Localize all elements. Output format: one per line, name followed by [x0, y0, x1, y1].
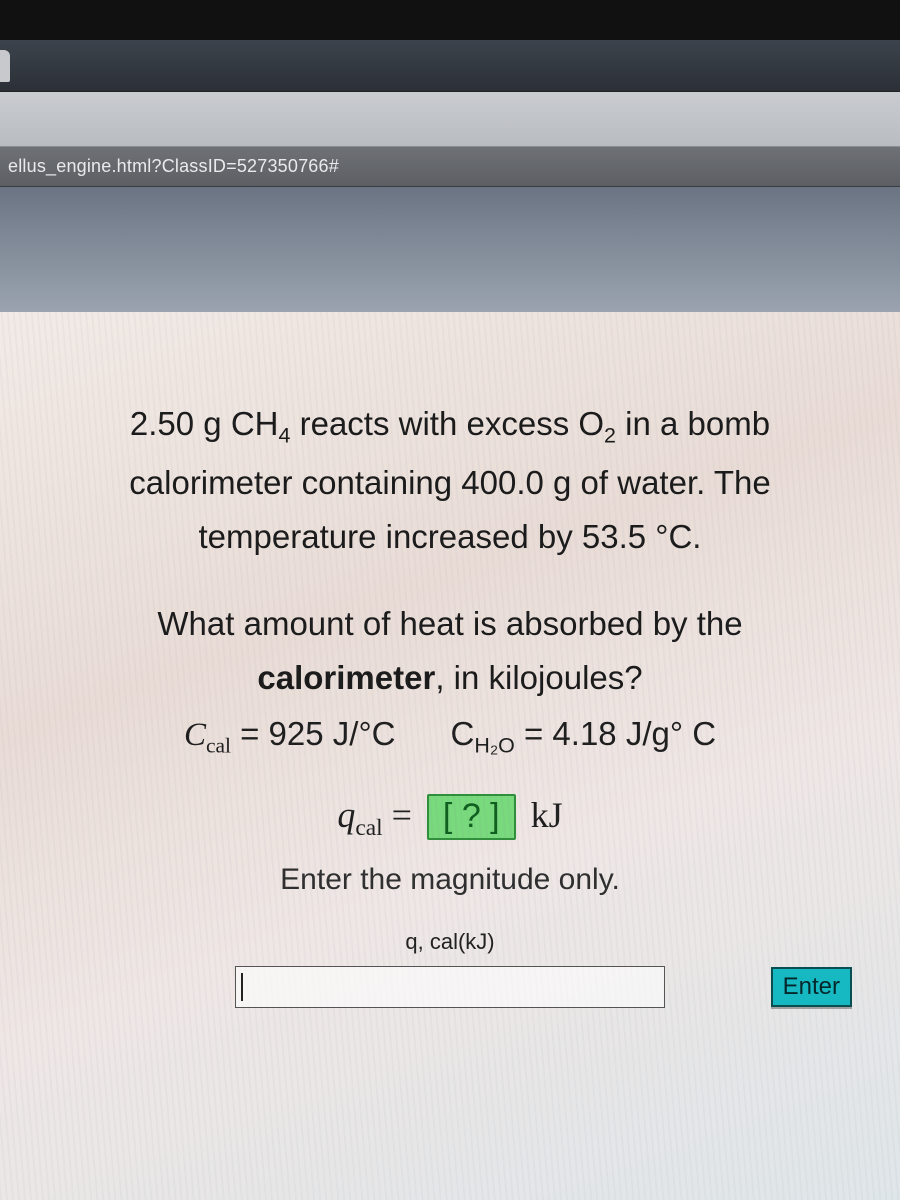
sym: C	[451, 715, 475, 752]
text-caret	[241, 973, 243, 1001]
equation-line: qcal = [ ? ] kJ	[20, 794, 880, 842]
const-ccal: Ccal = 925 J/°C	[184, 715, 396, 759]
question-line-2: calorimeter, in kilojoules?	[20, 656, 880, 701]
problem-line-1: 2.50 g CH4 reacts with excess O2 in a bo…	[20, 402, 880, 451]
value: = 925 J/°C	[231, 715, 396, 752]
tab-fragment[interactable]	[0, 50, 10, 82]
subscript: cal	[355, 816, 382, 842]
text: reacts with excess O	[290, 405, 604, 442]
input-label: q, cal(kJ)	[405, 929, 494, 955]
problem-line-3: temperature increased by 53.5 °C.	[20, 515, 880, 560]
subscript: H₂O	[474, 733, 514, 757]
sym: q	[337, 795, 355, 835]
problem-panel: 2.50 g CH4 reacts with excess O2 in a bo…	[0, 312, 900, 1200]
address-text: ellus_engine.html?ClassID=527350766#	[8, 156, 339, 177]
subscript: cal	[206, 733, 231, 757]
address-bar[interactable]: ellus_engine.html?ClassID=527350766#	[0, 147, 900, 187]
constants-row: Ccal = 925 J/°C CH₂O = 4.18 J/g° C	[20, 715, 880, 759]
question-line-1: What amount of heat is absorbed by the	[20, 602, 880, 647]
subscript: 2	[604, 424, 616, 448]
equals: =	[383, 795, 421, 835]
unit: kJ	[522, 795, 563, 835]
subscript: 4	[279, 424, 291, 448]
value: = 4.18 J/g° C	[515, 715, 716, 752]
browser-tab-strip	[0, 40, 900, 92]
text: in a bomb	[616, 405, 770, 442]
page-header-spacer	[0, 187, 900, 312]
answer-input[interactable]	[235, 966, 665, 1008]
answer-placeholder-box[interactable]: [ ? ]	[427, 794, 516, 839]
screen-bezel-top	[0, 0, 900, 40]
answer-input-row: q, cal(kJ) Enter	[20, 957, 880, 1017]
bold-word: calorimeter	[257, 659, 435, 696]
hint-text: Enter the magnitude only.	[20, 863, 880, 897]
const-ch2o: CH₂O = 4.18 J/g° C	[451, 715, 717, 759]
enter-button[interactable]: Enter	[771, 967, 852, 1007]
browser-toolbar	[0, 92, 900, 147]
text: , in kilojoules?	[435, 659, 642, 696]
sym: C	[184, 717, 206, 753]
text: 2.50 g CH	[130, 405, 279, 442]
problem-line-2: calorimeter containing 400.0 g of water.…	[20, 461, 880, 506]
problem-text: 2.50 g CH4 reacts with excess O2 in a bo…	[20, 402, 880, 701]
